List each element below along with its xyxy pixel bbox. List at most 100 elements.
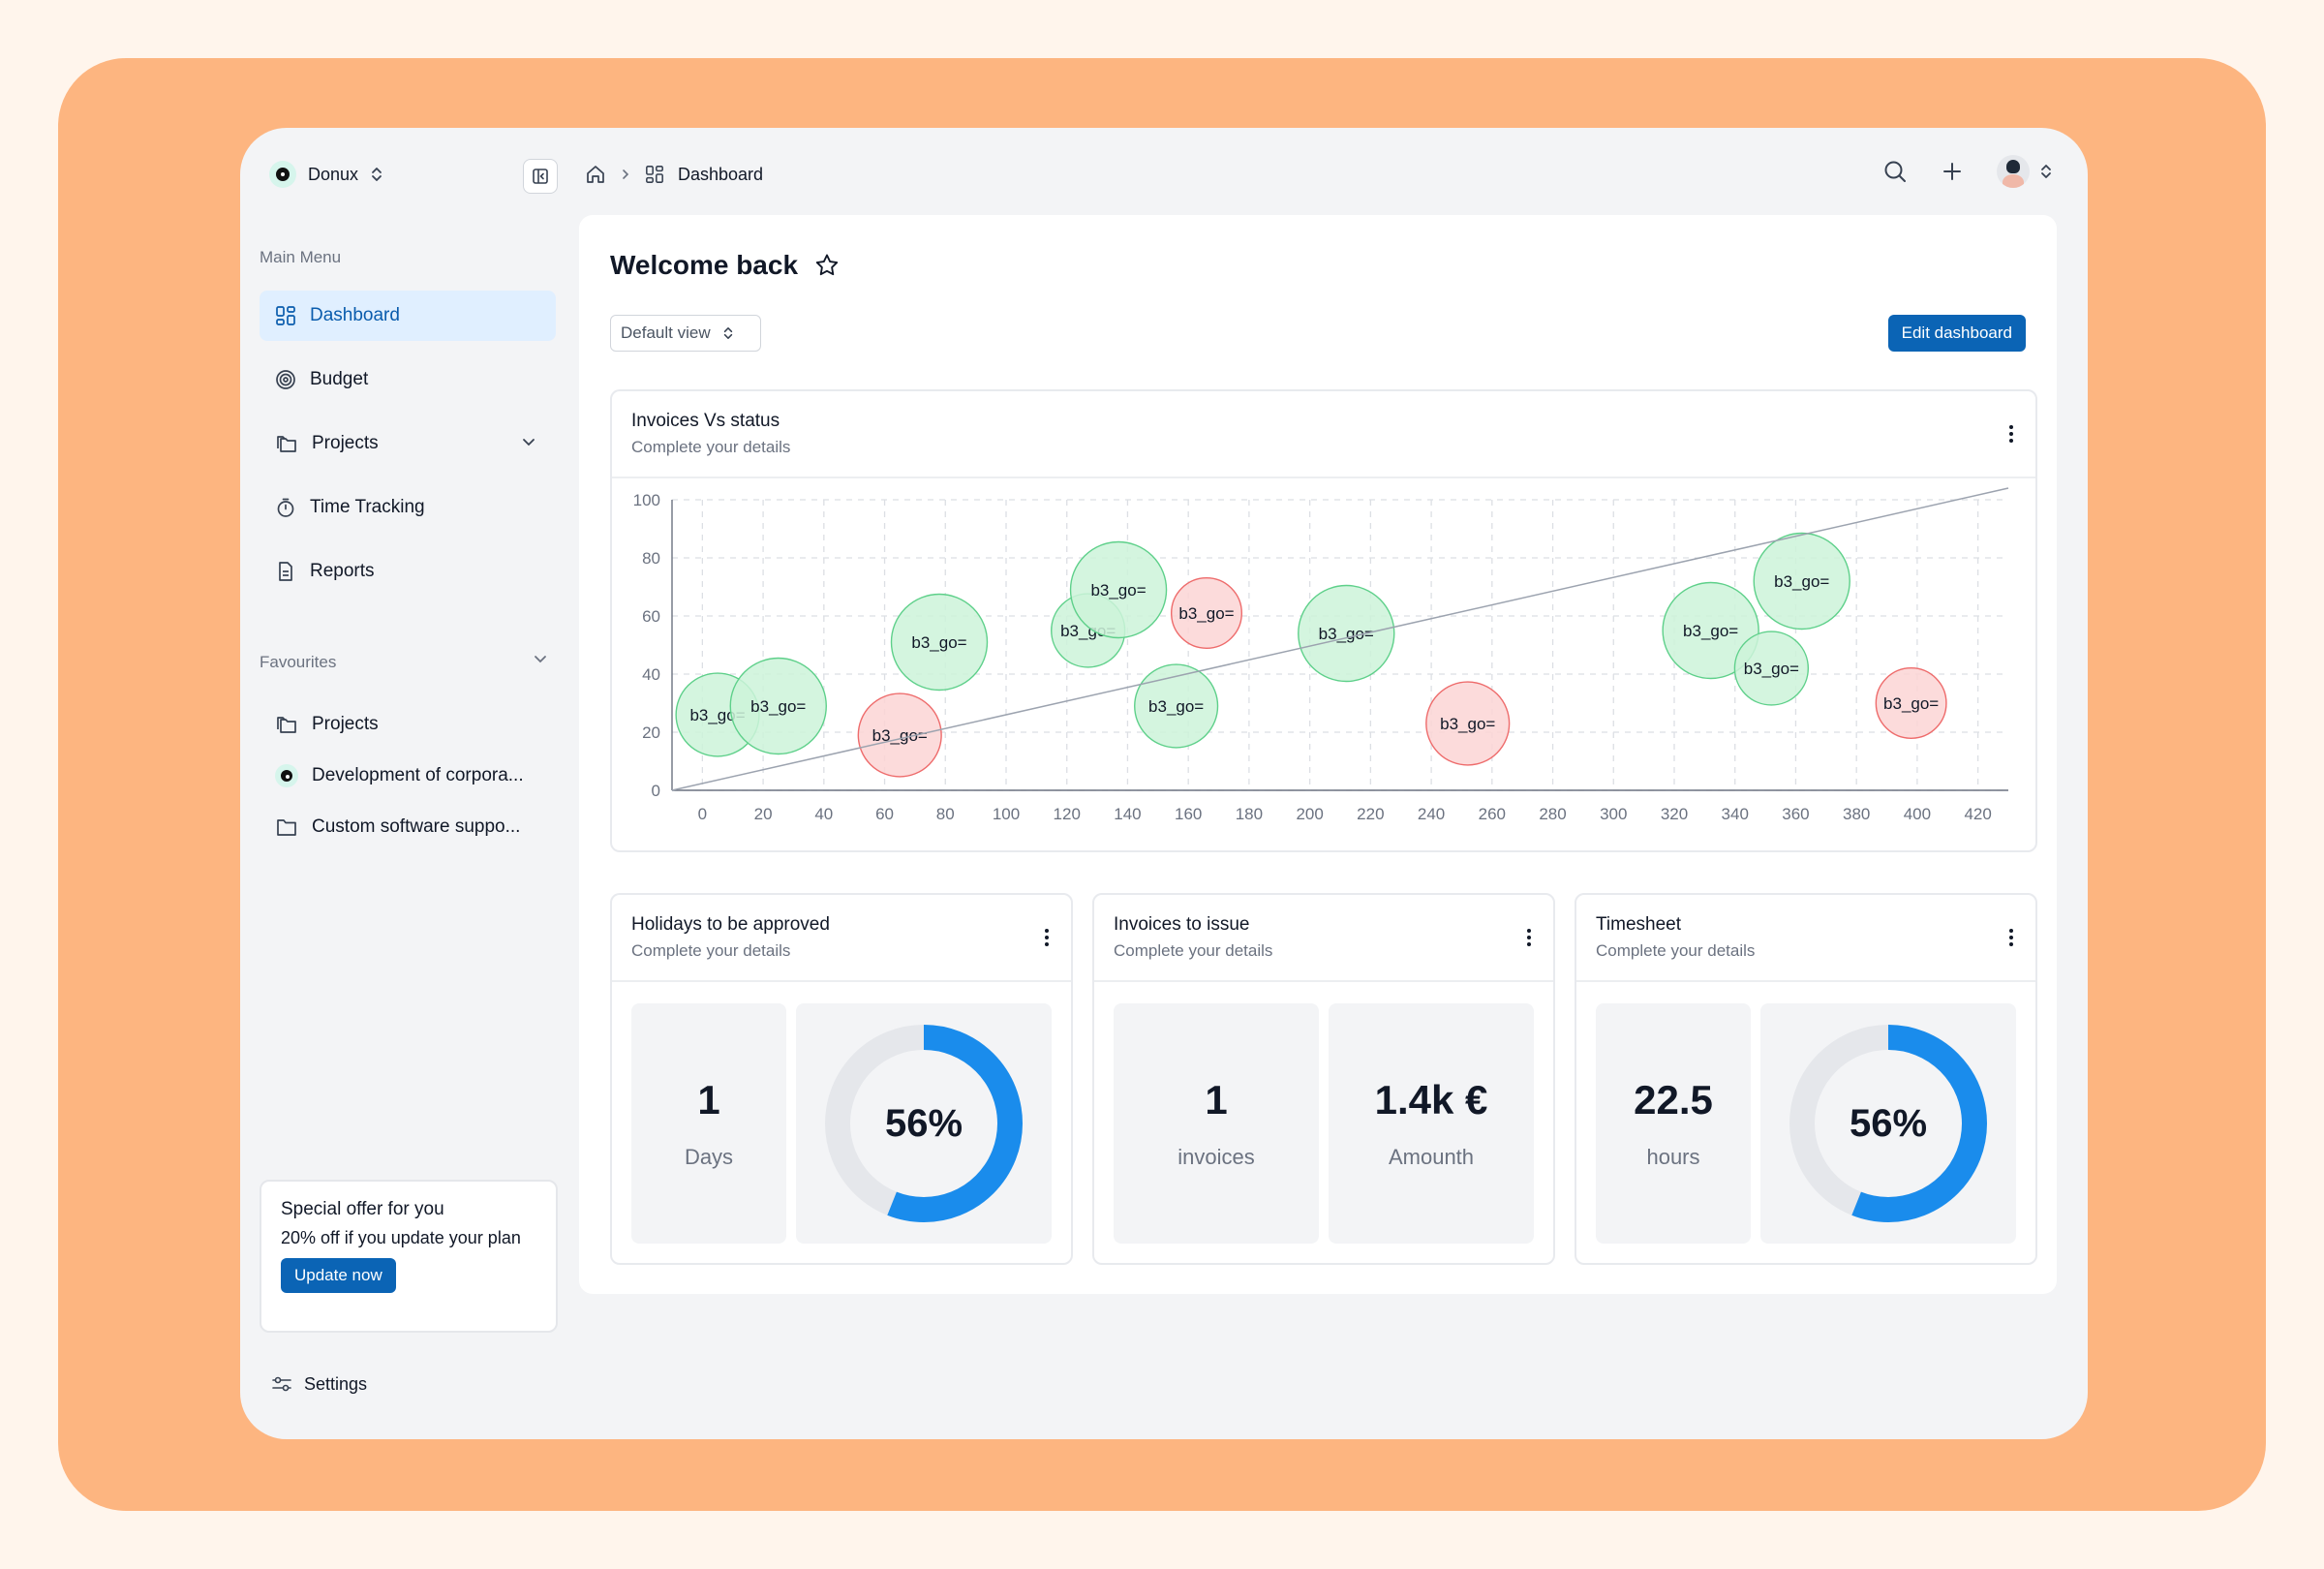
y-tick-label: 100 xyxy=(633,491,660,509)
collapse-sidebar-button[interactable] xyxy=(523,159,558,194)
x-tick-label: 360 xyxy=(1782,805,1809,823)
x-tick-label: 300 xyxy=(1600,805,1627,823)
favourite-item-label: Custom software suppo... xyxy=(312,816,521,837)
data-label: b3_go= xyxy=(1883,694,1939,713)
favourite-item-development[interactable]: Development of corpora... xyxy=(260,751,556,801)
data-label: b3_go= xyxy=(750,697,806,716)
scatter-bubble xyxy=(1753,532,1850,631)
scatter-point[interactable]: b3_go= xyxy=(1298,584,1395,683)
star-icon[interactable] xyxy=(813,252,841,279)
y-tick-label: 0 xyxy=(652,782,660,800)
more-vertical-icon[interactable] xyxy=(1044,928,1050,947)
workspace-name: Donux xyxy=(308,164,359,184)
chevron-updown-icon xyxy=(723,327,732,339)
more-vertical-icon[interactable] xyxy=(2008,424,2014,444)
data-label: b3_go= xyxy=(1148,697,1204,716)
scatter-point[interactable]: b3_go= xyxy=(1662,581,1759,680)
favourite-item-projects[interactable]: Projects xyxy=(260,699,556,750)
user-menu[interactable] xyxy=(1997,155,2053,188)
x-tick-label: 140 xyxy=(1114,805,1141,823)
chevron-down-icon[interactable] xyxy=(533,651,548,666)
home-icon[interactable] xyxy=(585,164,606,185)
update-now-button[interactable]: Update now xyxy=(281,1258,396,1293)
breadcrumb-current[interactable]: Dashboard xyxy=(678,164,764,184)
sidebar-item-time-tracking[interactable]: Time Tracking xyxy=(260,482,556,533)
invoices-vs-status-card: Invoices Vs status Complete your details… xyxy=(610,389,2037,852)
scatter-point[interactable]: b3_go= xyxy=(1875,666,1947,739)
days-unit: Days xyxy=(684,1145,734,1169)
x-tick-label: 320 xyxy=(1661,805,1688,823)
scatter-point[interactable]: b3_go= xyxy=(857,692,942,778)
card-title: Invoices to issue xyxy=(1114,914,1250,935)
card-subtitle: Complete your details xyxy=(631,941,791,960)
scatter-point[interactable]: b3_go= xyxy=(1753,532,1850,631)
x-tick-label: 280 xyxy=(1539,805,1566,823)
offer-description: 20% off if you update your plan xyxy=(281,1228,521,1247)
amount-value: 1.4k € xyxy=(1374,1077,1488,1123)
grid-icon xyxy=(646,166,663,183)
donut-progress-arc xyxy=(1789,1025,1987,1222)
x-tick-label: 0 xyxy=(698,805,707,823)
card-subtitle: Complete your details xyxy=(1596,941,1756,960)
page-title-row: Welcome back xyxy=(610,250,841,281)
chevron-down-icon[interactable] xyxy=(521,434,536,449)
card-title: Timesheet xyxy=(1596,914,1681,935)
sidebar-item-dashboard[interactable]: Dashboard xyxy=(260,291,556,341)
data-label: b3_go= xyxy=(1744,660,1799,678)
app-window: Donux Main Menu Dashboard Budget Project… xyxy=(240,128,2088,1439)
x-tick-label: 180 xyxy=(1236,805,1263,823)
scatter-point[interactable]: b3_go= xyxy=(890,593,989,692)
sidebar-item-label: Dashboard xyxy=(310,305,400,325)
favourites-label: Favourites xyxy=(260,653,337,671)
favourite-item-label: Projects xyxy=(312,714,379,734)
scatter-point[interactable]: b3_go= xyxy=(1733,631,1810,706)
chevron-updown-icon xyxy=(2041,165,2051,178)
card-header: Timesheet Complete your details xyxy=(1576,895,2035,982)
favourite-item-custom-software[interactable]: Custom software suppo... xyxy=(260,802,556,852)
top-actions xyxy=(1882,155,2053,188)
scatter-point[interactable]: b3_go= xyxy=(1171,576,1243,649)
scatter-point[interactable]: b3_go= xyxy=(1134,663,1219,749)
scatter-bubble xyxy=(1298,584,1395,683)
edit-dashboard-button[interactable]: Edit dashboard xyxy=(1887,315,2026,352)
sidebar-item-budget[interactable]: Budget xyxy=(260,354,556,405)
holidays-donut-chart: 56% xyxy=(825,1025,1023,1222)
report-icon xyxy=(279,562,292,581)
more-vertical-icon[interactable] xyxy=(1526,928,1532,947)
hours-tile: 22.5 hours xyxy=(1596,1003,1751,1244)
scatter-point[interactable]: b3_go= xyxy=(1069,540,1168,639)
sliders-icon xyxy=(272,1376,291,1392)
scatter-point[interactable]: b3_go= xyxy=(729,657,827,755)
x-tick-label: 20 xyxy=(754,805,773,823)
invoices-unit: invoices xyxy=(1177,1145,1255,1169)
scatter-bubble xyxy=(1069,540,1168,639)
x-tick-label: 340 xyxy=(1722,805,1749,823)
days-value: 1 xyxy=(697,1077,720,1123)
sidebar-item-reports[interactable]: Reports xyxy=(260,546,556,597)
scatter-point[interactable]: b3_go= xyxy=(1425,681,1511,766)
more-vertical-icon[interactable] xyxy=(2008,928,2014,947)
x-tick-label: 160 xyxy=(1175,805,1202,823)
x-tick-label: 240 xyxy=(1418,805,1445,823)
breadcrumb: Dashboard xyxy=(585,157,763,192)
scatter-bubble xyxy=(1733,631,1810,706)
scatter-bubble xyxy=(1425,681,1511,766)
workspace-switcher[interactable]: Donux xyxy=(269,161,383,188)
sidebar-toggle-icon xyxy=(533,169,548,184)
chevron-updown-icon xyxy=(372,168,382,181)
plus-icon[interactable] xyxy=(1941,160,1964,183)
search-icon[interactable] xyxy=(1882,159,1908,184)
view-select[interactable]: Default view xyxy=(610,315,761,352)
sidebar-item-projects[interactable]: Projects xyxy=(260,418,556,469)
data-label: b3_go= xyxy=(1683,622,1738,640)
data-label: b3_go= xyxy=(872,726,928,745)
data-label: b3_go= xyxy=(1090,581,1146,600)
y-tick-label: 60 xyxy=(642,607,660,626)
card-subtitle: Complete your details xyxy=(631,438,791,456)
settings-link[interactable]: Settings xyxy=(271,1373,367,1395)
donut-percent-label: 56% xyxy=(1850,1102,1927,1145)
card-header: Invoices Vs status Complete your details xyxy=(612,391,2035,478)
scatter-bubble xyxy=(1171,576,1243,649)
donux-logo-icon xyxy=(275,764,298,787)
sidebar-item-label: Time Tracking xyxy=(310,497,425,517)
